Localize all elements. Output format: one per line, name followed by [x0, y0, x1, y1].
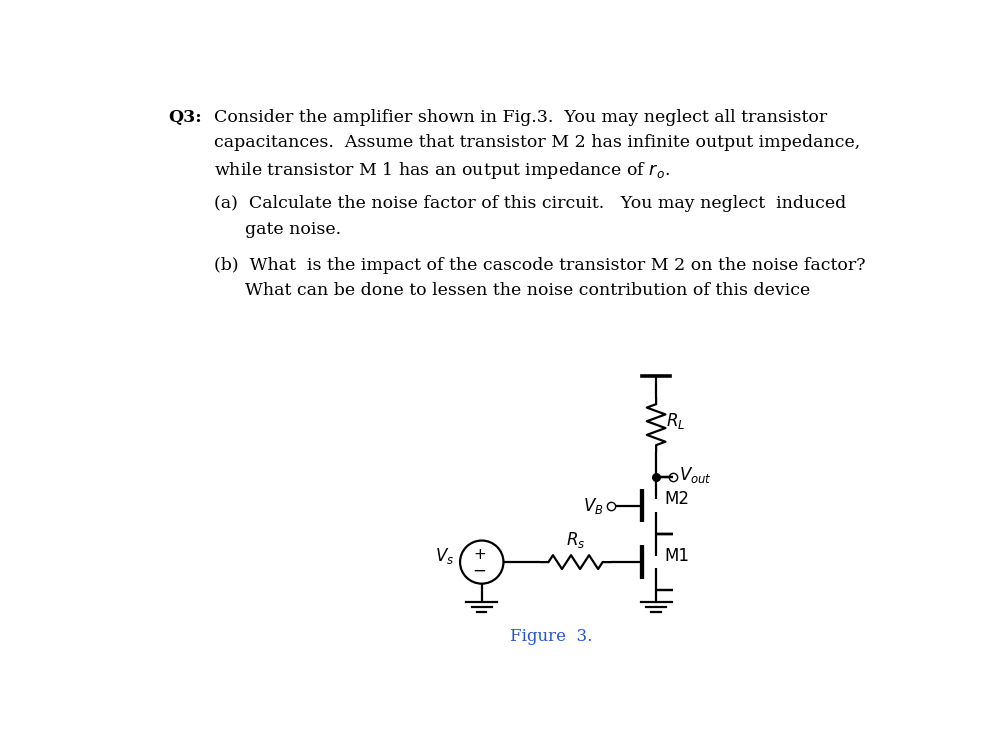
Text: $V_{out}$: $V_{out}$	[679, 465, 712, 486]
Text: $R_s$: $R_s$	[566, 530, 585, 550]
Text: $V_B$: $V_B$	[583, 495, 603, 516]
Text: M1: M1	[664, 547, 688, 565]
Text: +: +	[473, 547, 486, 562]
Text: $V_s$: $V_s$	[435, 546, 454, 566]
Text: Figure  3.: Figure 3.	[510, 628, 593, 645]
Text: (a)  Calculate the noise factor of this circuit.   You may neglect  induced: (a) Calculate the noise factor of this c…	[214, 195, 847, 212]
Text: $R_L$: $R_L$	[666, 411, 685, 431]
Text: gate noise.: gate noise.	[245, 221, 342, 238]
Text: Consider the amplifier shown in Fig.3.  You may neglect all transistor: Consider the amplifier shown in Fig.3. Y…	[214, 109, 828, 126]
Text: while transistor M 1 has an output impedance of $r_o$.: while transistor M 1 has an output imped…	[214, 160, 670, 181]
Text: capacitances.  Assume that transistor M 2 has infinite output impedance,: capacitances. Assume that transistor M 2…	[214, 134, 861, 152]
Text: What can be done to lessen the noise contribution of this device: What can be done to lessen the noise con…	[245, 282, 811, 299]
Text: −: −	[473, 562, 486, 580]
Text: (b)  What  is the impact of the cascode transistor M 2 on the noise factor?: (b) What is the impact of the cascode tr…	[214, 257, 866, 274]
Text: Q3:: Q3:	[168, 109, 201, 126]
Text: M2: M2	[664, 490, 688, 508]
